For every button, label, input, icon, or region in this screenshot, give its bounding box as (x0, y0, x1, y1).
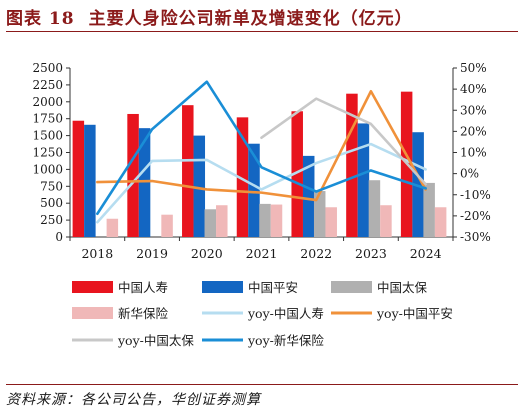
right-tick-label: -20% (460, 209, 491, 223)
bar-中国太保 (313, 191, 326, 237)
right-tick-label: 20% (460, 124, 487, 138)
bar-新华保险 (106, 218, 119, 237)
left-tick-label: 1000 (32, 162, 63, 176)
bar-中国平安 (138, 128, 151, 237)
legend-swatch-新华保险 (72, 307, 113, 319)
x-tick-label: 2023 (355, 246, 387, 261)
bar-新华保险 (325, 207, 337, 237)
bar-新华保险 (216, 205, 228, 237)
bar-中国人寿 (236, 117, 249, 237)
right-tick-label: -10% (460, 188, 491, 202)
bar-中国人寿 (346, 93, 358, 237)
legend-label-新华保险: 新华保险 (118, 306, 169, 321)
x-tick-label: 2021 (246, 246, 278, 261)
line-yoy-新华保险 (96, 80, 427, 216)
legend-label-中国太保: 中国太保 (377, 280, 428, 295)
chart-title: 主要人身险公司新单及增速变化（亿元） (88, 9, 413, 29)
x-tick-label: 2020 (191, 246, 223, 261)
left-tick-label: 2250 (32, 78, 63, 92)
right-tick-label: -30% (460, 230, 491, 244)
left-tick-label: 2000 (32, 95, 63, 109)
line-yoy-中国人寿 (96, 142, 427, 224)
right-tick-label: 0% (460, 167, 479, 181)
right-tick-label: 50% (460, 61, 487, 75)
bar-中国人寿 (182, 105, 194, 238)
legend-label-中国人寿: 中国人寿 (118, 280, 168, 295)
legend-label-yoy-中国平安: yoy-中国平安 (376, 306, 453, 321)
bar-新华保险 (434, 207, 447, 237)
bar-中国太保 (204, 209, 217, 237)
left-tick-label: 1500 (32, 129, 63, 143)
left-tick-label: 500 (40, 196, 63, 210)
bar-新华保险 (380, 205, 392, 237)
left-tick-label: 250 (40, 213, 63, 227)
legend-label-yoy-中国太保: yoy-中国太保 (117, 333, 194, 348)
x-tick-label: 2022 (300, 246, 332, 261)
bar-中国平安 (193, 135, 206, 237)
bar-中国人寿 (72, 120, 85, 237)
left-tick-label: 1750 (32, 112, 63, 126)
left-tick-label: 0 (55, 230, 63, 244)
bar-中国平安 (357, 123, 370, 237)
legend-label-中国平安: 中国平安 (248, 280, 298, 295)
right-tick-label: 30% (460, 103, 487, 117)
chart-header: 图表 18 主要人身险公司新单及增速变化（亿元） (6, 2, 518, 32)
legend-swatch-中国人寿 (72, 281, 113, 293)
bar-中国平安 (248, 143, 260, 237)
bar-中国平安 (84, 124, 96, 237)
left-tick-label: 2500 (32, 61, 63, 75)
bar-中国太保 (423, 182, 435, 237)
bar-中国人寿 (127, 113, 139, 237)
right-tick-label: 40% (460, 82, 487, 96)
x-tick-label: 2019 (136, 246, 168, 261)
bar-新华保险 (161, 214, 173, 237)
source-note: 资料来源：各公司公告，华创证券测算 (6, 384, 518, 410)
legend-swatch-中国平安 (202, 281, 243, 293)
bar-中国平安 (302, 155, 315, 237)
legend-swatch-中国太保 (331, 281, 372, 293)
left-tick-label: 1250 (32, 146, 63, 160)
figure-label: 图表 18 (6, 9, 75, 29)
right-tick-label: 10% (460, 146, 487, 160)
x-tick-label: 2024 (410, 246, 442, 261)
x-tick-label: 2018 (81, 246, 113, 261)
line-yoy-中国平安 (96, 89, 427, 202)
bar-中国太保 (368, 180, 381, 237)
bar-中国太保 (259, 203, 271, 237)
bar-中国人寿 (291, 111, 303, 237)
line-yoy-中国太保 (260, 97, 427, 186)
legend-label-yoy-新华保险: yoy-新华保险 (247, 333, 324, 348)
left-tick-label: 750 (40, 179, 63, 193)
legend-label-yoy-中国人寿: yoy-中国人寿 (247, 306, 324, 321)
bar-新华保险 (270, 204, 283, 237)
